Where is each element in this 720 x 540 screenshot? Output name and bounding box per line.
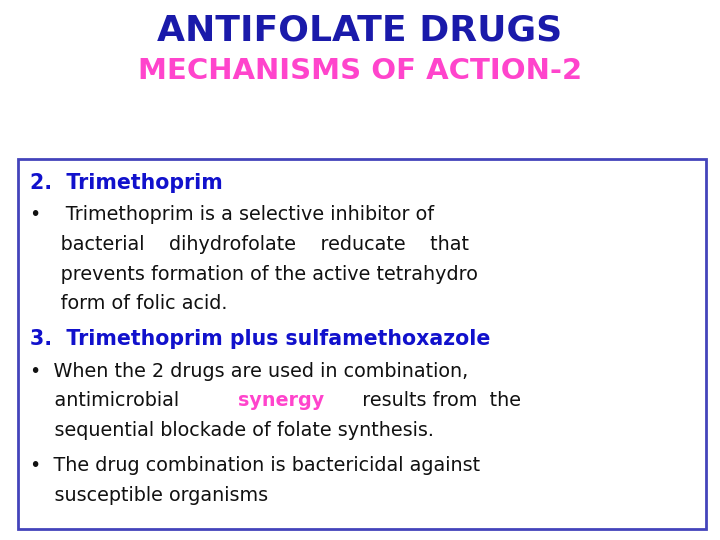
Text: prevents formation of the active tetrahydro: prevents formation of the active tetrahy…: [30, 265, 478, 284]
Text: 3.  Trimethoprim plus sulfamethoxazole: 3. Trimethoprim plus sulfamethoxazole: [30, 329, 490, 349]
Text: •  When the 2 drugs are used in combination,: • When the 2 drugs are used in combinati…: [30, 362, 469, 381]
Text: 2.  Trimethoprim: 2. Trimethoprim: [30, 173, 223, 193]
Text: •  The drug combination is bactericidal against: • The drug combination is bactericidal a…: [30, 456, 480, 475]
FancyBboxPatch shape: [18, 159, 706, 529]
Text: form of folic acid.: form of folic acid.: [30, 294, 228, 313]
Text: synergy: synergy: [238, 392, 325, 410]
Text: sequential blockade of folate synthesis.: sequential blockade of folate synthesis.: [30, 421, 434, 440]
Text: susceptible organisms: susceptible organisms: [30, 486, 269, 505]
Text: results from  the: results from the: [350, 392, 521, 410]
Text: MECHANISMS OF ACTION-2: MECHANISMS OF ACTION-2: [138, 57, 582, 85]
Text: antimicrobial: antimicrobial: [30, 392, 192, 410]
Text: bacterial    dihydrofolate    reducate    that: bacterial dihydrofolate reducate that: [30, 235, 469, 254]
Text: ANTIFOLATE DRUGS: ANTIFOLATE DRUGS: [158, 14, 562, 48]
Text: •    Trimethoprim is a selective inhibitor of: • Trimethoprim is a selective inhibitor …: [30, 205, 434, 224]
